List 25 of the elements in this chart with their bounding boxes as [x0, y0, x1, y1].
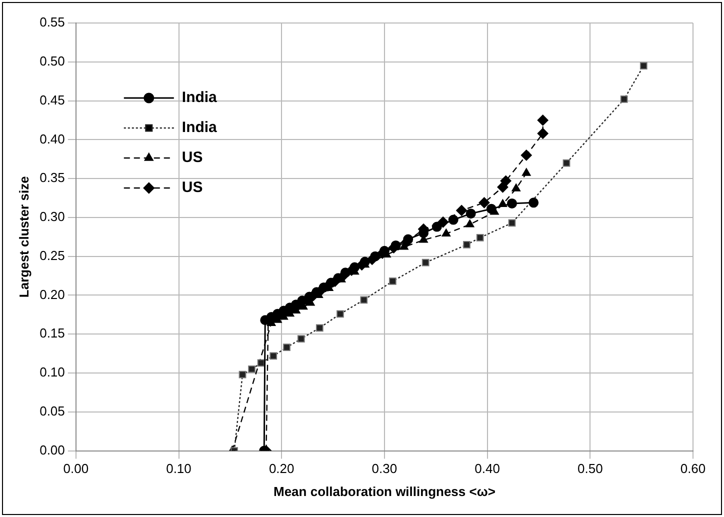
y-tick-label: 0.30: [40, 209, 65, 224]
legend-label: India: [182, 89, 218, 106]
y-tick-label: 0.40: [40, 131, 65, 146]
y-tick-label: 0.00: [40, 442, 65, 458]
x-tick-label: 0.30: [372, 461, 398, 476]
x-tick-label: 0.20: [268, 461, 294, 476]
legend-label: US: [182, 179, 203, 196]
legend-label: US: [182, 149, 203, 166]
y-tick-label: 0.20: [40, 286, 65, 302]
y-tick-label: 0.25: [40, 248, 65, 263]
y-tick-label: 0.55: [40, 14, 65, 30]
y-tick-label: 0.45: [40, 92, 65, 108]
x-axis-title: Mean collaboration willingness <ω>: [273, 484, 496, 499]
y-tick-label: 0.10: [40, 364, 65, 380]
x-tick-label: 0.50: [577, 461, 603, 476]
x-tick-label: 0.10: [166, 461, 192, 476]
y-tick-label: 0.05: [40, 403, 65, 418]
y-tick-label: 0.50: [40, 53, 65, 68]
y-tick-label: 0.15: [40, 326, 65, 341]
legend-label: India: [182, 119, 218, 136]
x-tick-label: 0.60: [680, 461, 706, 476]
y-axis-title: Largest cluster size: [16, 176, 32, 298]
y-tick-label: 0.35: [40, 170, 65, 186]
x-tick-label: 0.40: [474, 461, 500, 476]
x-tick-label: 0.00: [63, 461, 89, 476]
